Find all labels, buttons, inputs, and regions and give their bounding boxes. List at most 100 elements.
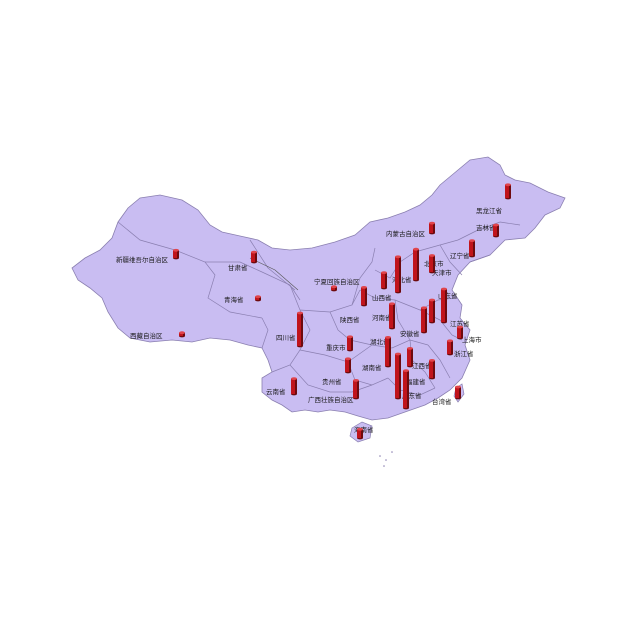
bar-top xyxy=(291,377,297,380)
bar-body xyxy=(407,348,413,366)
bar-body xyxy=(447,340,453,354)
label-shanghai: 上海市 xyxy=(462,335,482,344)
label-sichuan: 四川省 xyxy=(276,333,296,342)
bar-side xyxy=(411,348,413,366)
bar-top xyxy=(429,359,435,362)
bar-20 xyxy=(447,339,453,356)
bar-top xyxy=(407,347,413,350)
bar-side xyxy=(407,370,409,408)
bar-side xyxy=(433,300,435,322)
bar-side xyxy=(473,240,475,256)
label-heilongjiang: 黑龙江省 xyxy=(476,206,503,215)
bar-10 xyxy=(429,254,435,274)
bar-3 xyxy=(429,221,435,235)
bar-side xyxy=(425,307,427,332)
bar-body xyxy=(493,225,499,236)
bar-top xyxy=(429,298,435,302)
bar-body xyxy=(255,296,261,300)
bar-top xyxy=(361,286,367,289)
bar-29 xyxy=(403,369,409,410)
bar-body xyxy=(345,358,351,372)
label-jiangxi: 江西省 xyxy=(412,361,432,370)
bar-12 xyxy=(381,271,387,290)
bar-top xyxy=(441,287,447,291)
bar-side xyxy=(451,340,453,354)
bar-body xyxy=(505,184,511,198)
bar-top xyxy=(173,248,179,252)
label-tianjin: 天津市 xyxy=(432,268,452,277)
label-yunnan: 云南省 xyxy=(266,387,286,396)
south-sea-islands xyxy=(379,451,393,467)
bar-body xyxy=(381,272,387,288)
bar-top xyxy=(255,295,261,299)
bar-body xyxy=(413,249,419,280)
bar-side xyxy=(393,303,395,328)
bar-top xyxy=(493,223,499,227)
bar-28 xyxy=(353,379,359,400)
bar-25 xyxy=(345,357,351,374)
bar-8 xyxy=(331,285,337,292)
label-zhejiang: 浙江省 xyxy=(454,349,474,358)
bar-top xyxy=(505,183,511,187)
bar-body xyxy=(297,313,303,346)
label-guangdong: 广东省 xyxy=(402,391,422,400)
bar-side xyxy=(259,296,261,300)
bar-side xyxy=(389,337,391,366)
bar-side xyxy=(497,225,499,236)
bar-side xyxy=(461,327,463,338)
bar-16 xyxy=(421,306,427,334)
label-shandong: 山东省 xyxy=(438,291,458,300)
label-xinjiang: 新疆维吾尔自治区 xyxy=(116,255,169,264)
bar-top xyxy=(353,379,359,382)
bar-top xyxy=(413,247,419,251)
bar-side xyxy=(433,223,435,233)
bar-18 xyxy=(429,298,435,324)
label-jilin: 吉林省 xyxy=(476,223,496,232)
label-qinghai: 青海省 xyxy=(224,295,244,304)
label-neimenggu: 内蒙古自治区 xyxy=(386,229,426,238)
bar-top xyxy=(251,250,257,254)
bar-31 xyxy=(357,427,363,440)
bar-top xyxy=(385,336,391,339)
bar-side xyxy=(183,332,185,336)
bar-top xyxy=(457,325,463,329)
bar-body xyxy=(441,289,447,322)
label-hunan: 湖南省 xyxy=(362,363,382,372)
bar-side xyxy=(417,249,419,280)
bar-body xyxy=(429,360,435,378)
bar-side xyxy=(459,387,461,398)
bar-top xyxy=(297,311,303,315)
bar-side xyxy=(349,358,351,372)
bar-6 xyxy=(255,295,261,302)
label-taiwan: 台湾省 xyxy=(432,397,452,406)
bar-22 xyxy=(347,335,353,352)
label-jiangsu: 江苏省 xyxy=(450,319,470,328)
bar-body xyxy=(385,337,391,366)
bar-body xyxy=(429,300,435,322)
bar-17 xyxy=(457,325,463,340)
bar-body xyxy=(469,240,475,256)
bar-side xyxy=(433,360,435,378)
bar-top xyxy=(421,306,427,310)
bar-body xyxy=(429,255,435,272)
label-chongqing: 重庆市 xyxy=(326,343,346,352)
bar-body xyxy=(429,223,435,233)
label-guizhou: 贵州省 xyxy=(322,377,342,386)
bar-1 xyxy=(493,223,499,238)
bar-21 xyxy=(297,311,303,348)
bar-side xyxy=(433,255,435,272)
bar-side xyxy=(361,429,363,438)
bar-top xyxy=(357,427,363,431)
province-bars xyxy=(173,183,511,440)
bar-body xyxy=(389,303,395,328)
bar-23 xyxy=(395,352,401,400)
bar-body xyxy=(357,429,363,438)
bar-19 xyxy=(385,336,391,368)
bar-0 xyxy=(505,183,511,200)
bar-body xyxy=(251,252,257,262)
bar-body xyxy=(173,250,179,258)
label-hainan: 海南省 xyxy=(354,425,374,434)
bar-body xyxy=(347,336,353,350)
